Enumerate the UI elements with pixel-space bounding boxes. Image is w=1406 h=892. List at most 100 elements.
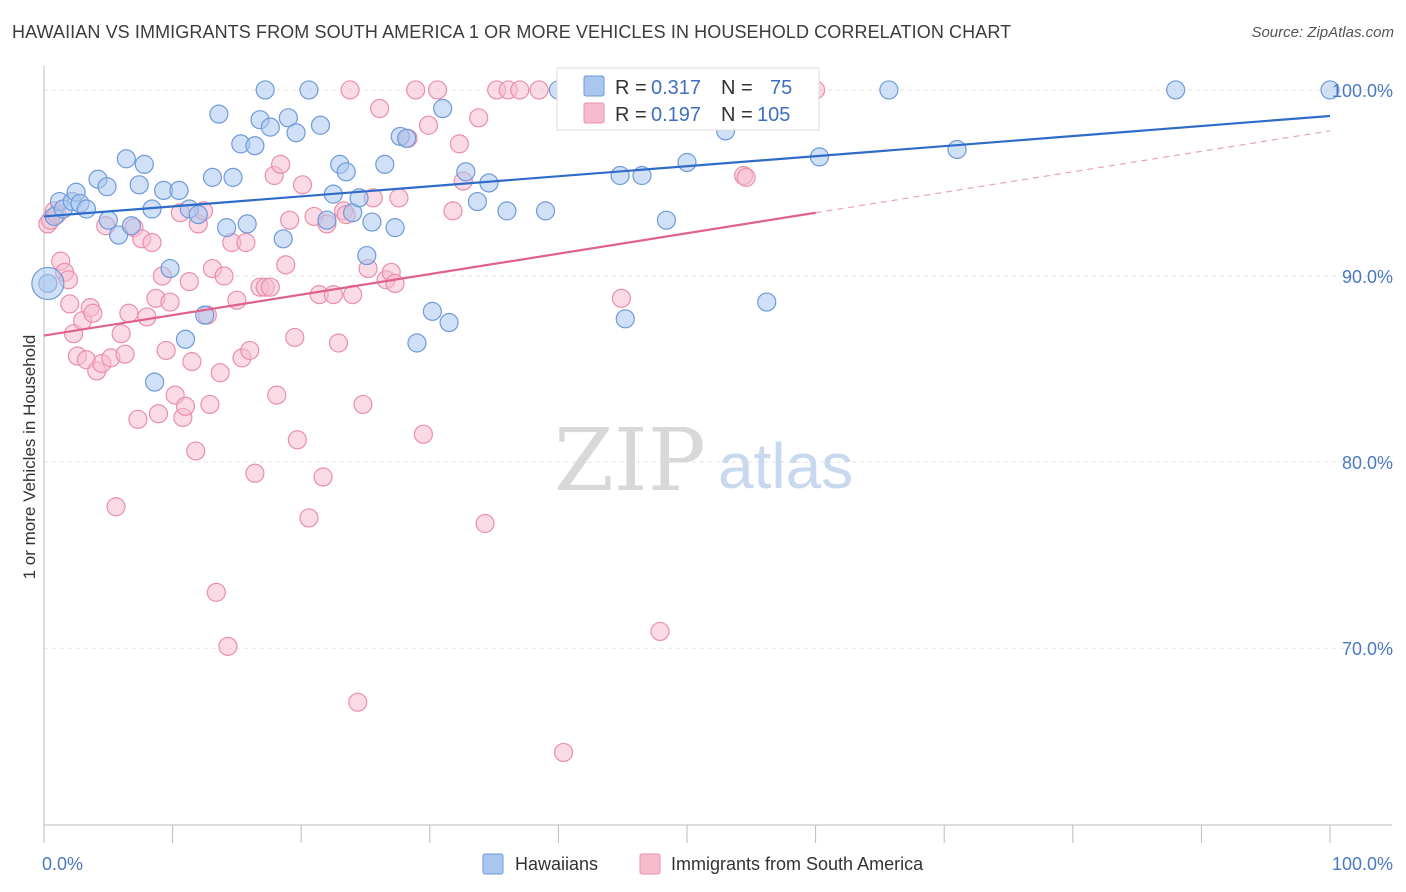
axes xyxy=(43,66,1392,843)
immigrants-trend-line xyxy=(43,211,816,337)
immigrants-point-64 xyxy=(292,175,313,195)
x-tick-label-1: 100.0% xyxy=(1332,854,1393,874)
hawaiians-point-53 xyxy=(422,301,442,321)
hawaiians-point-28 xyxy=(223,167,243,187)
hawaiians-point-51 xyxy=(397,128,417,148)
bottom-legend-swatch-hawaiians xyxy=(482,853,504,875)
gridlines xyxy=(44,89,1392,649)
hawaiians-point-13 xyxy=(121,216,142,236)
hawaiians-point-73 xyxy=(1320,80,1340,100)
hawaiians-point-26 xyxy=(209,104,229,124)
hawaiians-trend-line xyxy=(43,114,1331,218)
hawaiians-point-9 xyxy=(97,177,117,197)
hawaiians-point-31 xyxy=(245,136,265,156)
hawaiians-point-66 xyxy=(677,152,697,173)
hawaiians-point-14 xyxy=(129,175,149,195)
immigrants-point-94 xyxy=(475,513,495,534)
hawaiians-point-15 xyxy=(134,154,154,174)
immigrants-point-88 xyxy=(418,115,439,135)
hawaiians-point-21 xyxy=(175,329,196,349)
immigrants-point-90 xyxy=(443,201,463,221)
hawaiians-point-71 xyxy=(947,139,967,160)
legend-n-label-2: N = xyxy=(721,104,753,126)
hawaiians-point-17 xyxy=(144,372,165,392)
immigrants-point-59 xyxy=(271,154,291,174)
hawaiians-point-33 xyxy=(255,80,275,100)
immigrants-point-7 xyxy=(60,294,80,314)
hawaiians-point-34 xyxy=(260,117,280,137)
immigrants-point-30 xyxy=(156,340,176,361)
hawaiians-point-72 xyxy=(1166,80,1186,100)
hawaiians-point-63 xyxy=(615,309,635,329)
immigrants-point-19 xyxy=(111,324,131,344)
trend-lines xyxy=(43,114,1331,337)
immigrants-point-21 xyxy=(119,303,139,323)
immigrants-point-28 xyxy=(148,404,169,424)
hawaiians-point-60 xyxy=(535,201,556,221)
y-axis-label: 1 or more Vehicles in Household xyxy=(20,335,39,580)
hawaiians-point-40 xyxy=(317,210,337,230)
hawaiians-point-30 xyxy=(237,214,257,234)
y-tick-label-2: 90.0% xyxy=(1342,267,1393,287)
hawaiians-point-55 xyxy=(439,312,459,333)
hawaiians-point-19 xyxy=(160,258,180,279)
immigrants-point-83 xyxy=(385,273,405,294)
immigrants-point-20 xyxy=(115,344,135,364)
immigrants-point-98 xyxy=(529,80,549,100)
immigrants-point-45 xyxy=(210,363,230,383)
immigrants-point-36 xyxy=(179,271,199,292)
legend-n-value-2: 105 xyxy=(757,104,790,126)
hawaiians-point-12 xyxy=(116,149,136,169)
hawaiians-point-46 xyxy=(357,245,377,266)
hawaiians-point-25 xyxy=(202,167,223,187)
immigrants-point-89 xyxy=(427,80,448,100)
immigrants-point-44 xyxy=(206,582,226,602)
immigrants-point-37 xyxy=(182,352,202,372)
immigrants-point-31 xyxy=(160,292,180,312)
watermark-atlas: atlas xyxy=(718,430,853,502)
hawaiians-point-23 xyxy=(188,205,208,225)
hawaiians-point-52 xyxy=(407,333,427,353)
immigrants-point-47 xyxy=(218,636,238,656)
y-tick-labels: 70.0% 80.0% 90.0% 100.0% xyxy=(1332,81,1393,659)
immigrants-point-77 xyxy=(353,394,373,415)
hawaiians-point-45 xyxy=(349,188,369,208)
immigrants-point-71 xyxy=(328,333,349,353)
y-tick-label-0: 70.0% xyxy=(1342,639,1393,659)
hawaiians-point-20 xyxy=(169,180,189,201)
immigrants-point-65 xyxy=(299,508,319,528)
x-tick-label-0: 0.0% xyxy=(42,854,83,874)
hawaiians-point-62 xyxy=(610,165,630,186)
immigrants-point-42 xyxy=(200,394,220,415)
legend-r-label-1: R = xyxy=(615,77,647,99)
legend-swatch-immigrants xyxy=(583,102,605,124)
immigrants-point-99 xyxy=(553,742,574,763)
bottom-legend-swatch-immigrants xyxy=(639,853,661,875)
bottom-legend: Hawaiians Immigrants from South America xyxy=(482,853,924,875)
hawaiians-point-54 xyxy=(433,98,453,119)
immigrants-point-102 xyxy=(650,621,670,642)
immigrants-point-63 xyxy=(287,430,307,450)
legend-swatch-hawaiians xyxy=(583,75,605,97)
immigrants-point-52 xyxy=(240,340,260,361)
immigrants-point-23 xyxy=(128,409,148,429)
hawaiians-point-35 xyxy=(273,229,293,249)
immigrants-point-46 xyxy=(214,266,234,286)
immigrants-point-62 xyxy=(285,327,305,348)
hawaiians-point-56 xyxy=(456,162,476,182)
immigrants-point-53 xyxy=(245,463,265,483)
immigrants-point-68 xyxy=(313,467,333,487)
y-tick-label-3: 100.0% xyxy=(1332,81,1393,101)
immigrants-point-87 xyxy=(413,424,433,444)
hawaiians-point-27 xyxy=(217,218,237,238)
immigrants-points xyxy=(38,80,826,763)
immigrants-point-60 xyxy=(276,255,296,275)
immigrants-point-13 xyxy=(83,303,103,323)
immigrants-point-25 xyxy=(137,307,157,327)
immigrants-point-51 xyxy=(236,232,256,253)
hawaiians-point-65 xyxy=(656,210,677,230)
source-note: Source: ZipAtlas.com xyxy=(1251,24,1394,41)
x-tick-labels: 0.0% 100.0% xyxy=(42,854,1393,874)
chart-title: HAWAIIAN VS IMMIGRANTS FROM SOUTH AMERIC… xyxy=(12,22,1012,42)
